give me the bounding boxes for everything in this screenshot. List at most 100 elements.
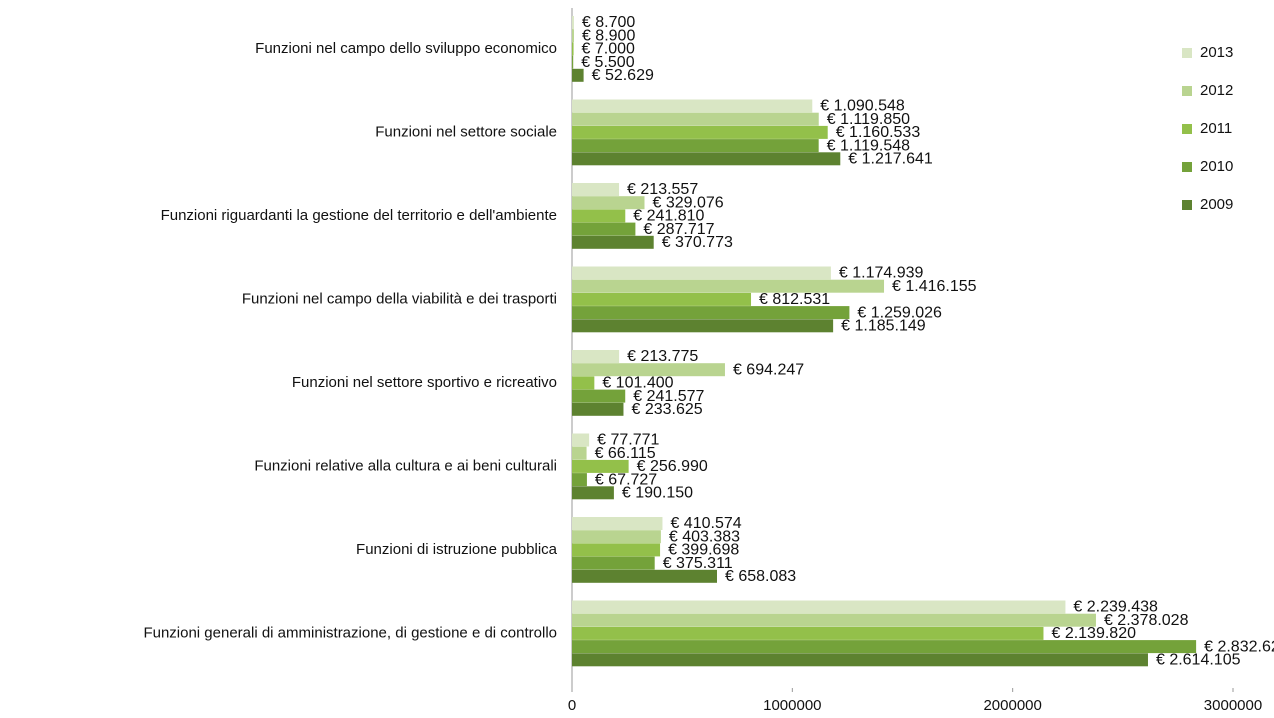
value-label: € 1.174.939 (839, 265, 924, 282)
bar (572, 543, 661, 557)
bar (572, 306, 850, 320)
bar (572, 196, 645, 210)
value-label: € 77.771 (597, 432, 659, 449)
legend-swatch (1182, 48, 1192, 58)
value-label: € 8.900 (582, 27, 635, 44)
value-label: € 7.000 (582, 41, 635, 58)
category-label: Funzioni riguardanti la gestione del ter… (161, 207, 557, 224)
value-label: € 1.090.548 (820, 98, 905, 115)
legend-swatch (1182, 162, 1192, 172)
value-label: € 67.727 (595, 471, 657, 488)
bar (572, 42, 574, 56)
bar (572, 530, 661, 544)
bar (572, 235, 654, 249)
bar (572, 68, 584, 82)
value-label: € 399.698 (668, 542, 739, 559)
value-label: € 1.217.641 (848, 151, 933, 168)
value-label: € 66.115 (595, 445, 656, 462)
value-label: € 403.383 (669, 528, 740, 545)
value-label: € 52.629 (592, 67, 654, 84)
legend-swatch (1182, 200, 1192, 210)
value-label: € 812.531 (759, 291, 830, 308)
value-label: € 1.160.533 (836, 124, 921, 141)
value-label: € 2.239.438 (1073, 599, 1158, 616)
legend-label: 2009 (1200, 196, 1233, 213)
bar (572, 125, 828, 139)
legend-label: 2012 (1200, 82, 1233, 99)
x-tick-label: 1000000 (763, 697, 821, 714)
value-label: € 241.577 (633, 388, 704, 405)
value-label: € 370.773 (662, 234, 733, 251)
category-label: Funzioni nel campo della viabilità e dei… (242, 290, 557, 307)
value-label: € 658.083 (725, 568, 796, 585)
x-tick-label: 0 (568, 697, 576, 714)
value-label: € 213.775 (627, 348, 698, 365)
bar (572, 139, 819, 153)
x-tick-label: 2000000 (983, 697, 1041, 714)
bar (572, 222, 636, 236)
value-label: € 1.259.026 (857, 304, 942, 321)
bar (572, 556, 655, 570)
legend-label: 2013 (1200, 44, 1233, 61)
bar (572, 402, 624, 416)
value-label: € 8.700 (582, 14, 635, 31)
category-label: Funzioni nel campo dello sviluppo econom… (255, 40, 557, 57)
category-label: Funzioni di istruzione pubblica (356, 541, 558, 558)
x-tick-label: 3000000 (1204, 697, 1262, 714)
bar (572, 653, 1148, 667)
value-label: € 375.311 (663, 555, 733, 572)
legend-label: 2010 (1200, 158, 1233, 175)
bar (572, 266, 831, 280)
value-label: € 190.150 (622, 485, 693, 502)
value-label: € 2.378.028 (1104, 612, 1189, 629)
bar (572, 640, 1197, 654)
category-label: Funzioni relative alla cultura e ai beni… (254, 457, 557, 474)
bar (572, 29, 574, 43)
value-label: € 1.185.149 (841, 318, 926, 335)
value-label: € 5.500 (581, 54, 634, 71)
bar (572, 389, 626, 403)
bar (572, 152, 841, 166)
value-label: € 2.139.820 (1051, 625, 1136, 642)
bar (572, 209, 626, 223)
bar (572, 626, 1044, 640)
bar (572, 292, 752, 306)
bar (572, 99, 813, 113)
category-label: Funzioni nel settore sportivo e ricreati… (292, 374, 557, 391)
value-label: € 101.400 (602, 375, 673, 392)
bar (572, 376, 595, 390)
bar (572, 319, 834, 333)
value-label: € 329.076 (653, 194, 724, 211)
bar (572, 446, 587, 460)
bar (572, 112, 819, 126)
bar (572, 183, 620, 196)
bar (572, 363, 725, 377)
bar (572, 569, 717, 583)
value-label: € 410.574 (670, 515, 741, 532)
value-label: € 287.717 (643, 221, 714, 238)
value-label: € 2.614.105 (1156, 652, 1241, 669)
bar (572, 459, 629, 473)
value-label: € 213.557 (627, 181, 698, 198)
value-label: € 694.247 (733, 361, 804, 378)
value-label: € 233.625 (631, 401, 702, 418)
bar (572, 473, 587, 487)
value-label: € 241.810 (633, 208, 704, 225)
value-label: € 1.119.850 (827, 111, 910, 128)
legend-swatch (1182, 86, 1192, 96)
bar (572, 279, 885, 293)
bar (572, 486, 614, 500)
value-label: € 2.832.623 (1204, 638, 1274, 655)
bar (572, 613, 1096, 627)
value-label: € 1.416.155 (892, 278, 977, 295)
legend-swatch (1182, 124, 1192, 134)
bar (572, 16, 574, 29)
bar (572, 350, 620, 363)
category-label: Funzioni generali di amministrazione, di… (143, 624, 557, 641)
category-label: Funzioni nel settore sociale (375, 123, 557, 140)
value-label: € 1.119.548 (827, 137, 910, 154)
value-label: € 256.990 (637, 458, 708, 475)
bar (572, 600, 1066, 614)
legend-label: 2011 (1200, 120, 1232, 137)
